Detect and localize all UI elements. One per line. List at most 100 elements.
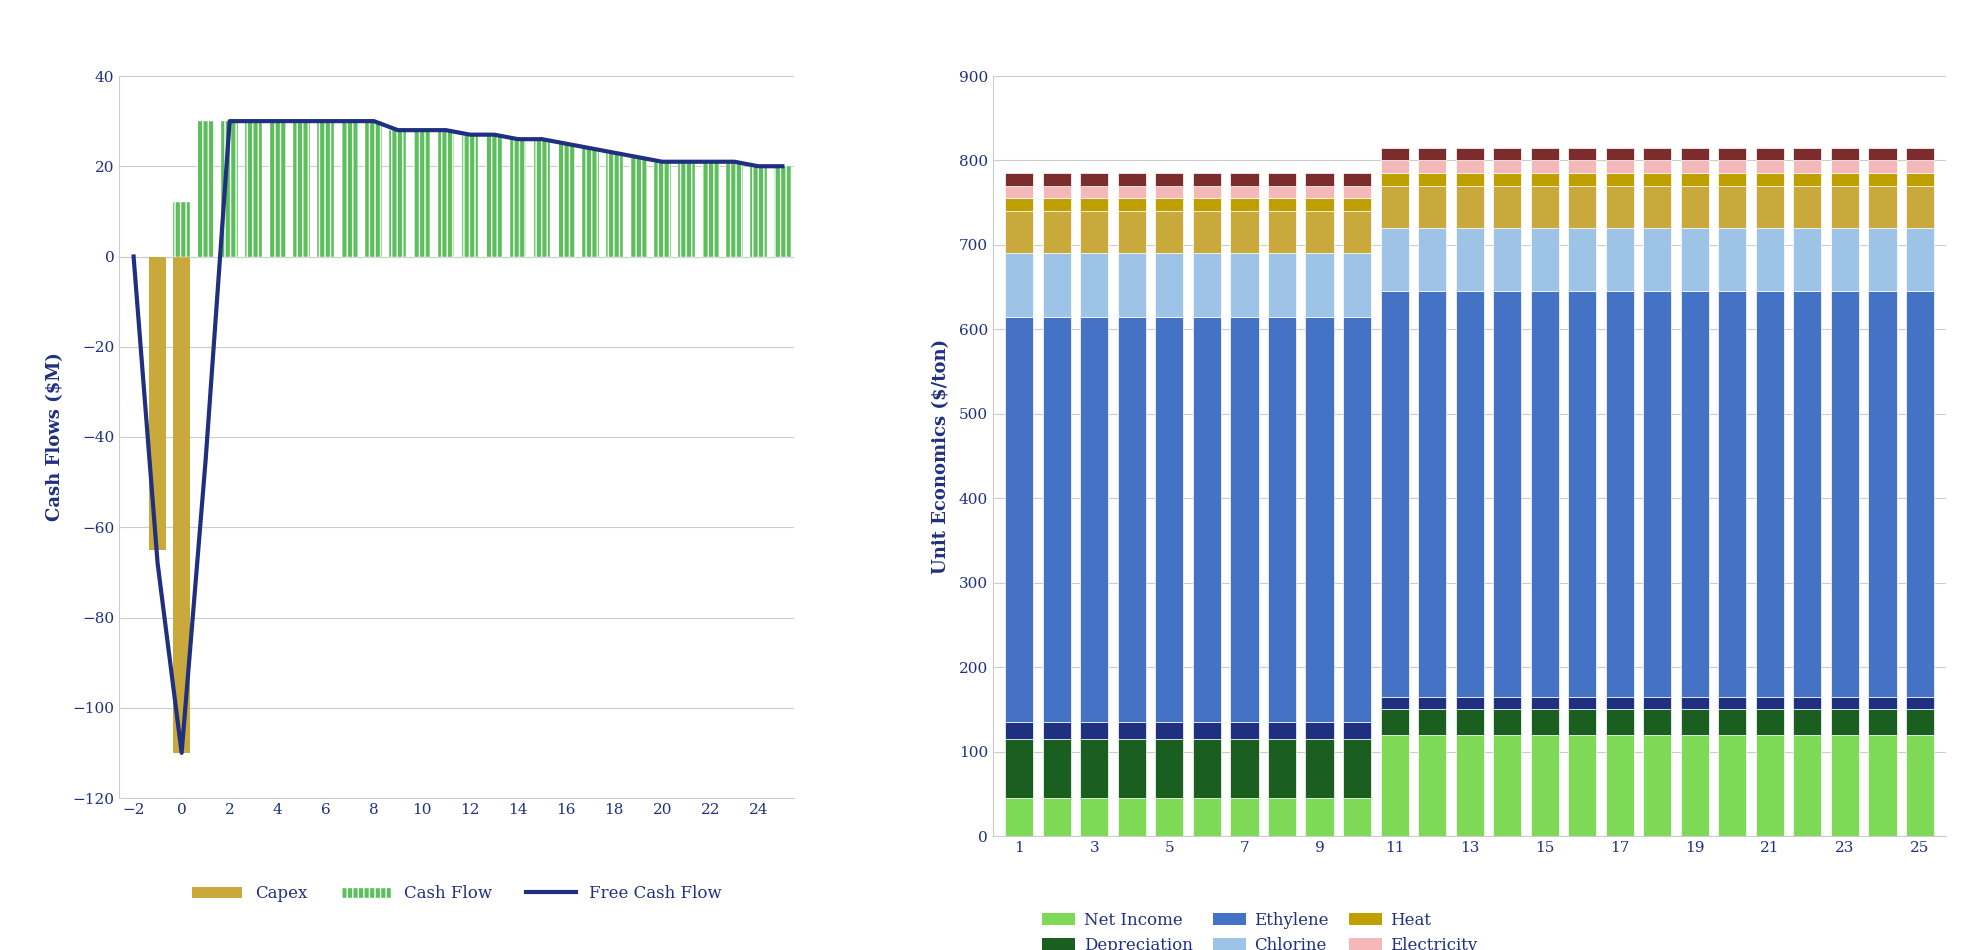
- Bar: [1156, 173, 1184, 186]
- Bar: [1043, 199, 1070, 211]
- Bar: [1756, 186, 1783, 228]
- Bar: [1642, 186, 1672, 228]
- Bar: [1607, 734, 1634, 836]
- Bar: [1080, 254, 1108, 316]
- Bar: [1418, 734, 1446, 836]
- Bar: [1642, 734, 1672, 836]
- Bar: [1831, 696, 1859, 710]
- Bar: [1005, 186, 1033, 199]
- Bar: [1118, 173, 1146, 186]
- Bar: [1118, 254, 1146, 316]
- Bar: [1680, 173, 1708, 186]
- Bar: [1005, 173, 1033, 186]
- Bar: [1231, 173, 1259, 186]
- Bar: [1080, 199, 1108, 211]
- Bar: [1231, 316, 1259, 722]
- Bar: [1118, 211, 1146, 254]
- Bar: [1642, 696, 1672, 710]
- Bar: [751, 166, 767, 256]
- Bar: [173, 256, 191, 752]
- Bar: [1607, 161, 1634, 173]
- Bar: [1267, 722, 1297, 739]
- Bar: [1793, 148, 1821, 161]
- Bar: [1642, 161, 1672, 173]
- Bar: [1194, 316, 1221, 722]
- Bar: [1531, 173, 1559, 186]
- Bar: [1718, 228, 1746, 292]
- Bar: [1118, 316, 1146, 722]
- Bar: [1831, 186, 1859, 228]
- Bar: [1231, 211, 1259, 254]
- Bar: [1456, 292, 1484, 696]
- Bar: [1756, 710, 1783, 734]
- Bar: [1642, 148, 1672, 161]
- Bar: [1305, 316, 1333, 722]
- Bar: [1194, 211, 1221, 254]
- Bar: [1680, 186, 1708, 228]
- Bar: [1267, 186, 1297, 199]
- Bar: [1305, 186, 1333, 199]
- Bar: [270, 122, 286, 256]
- Bar: [1907, 148, 1934, 161]
- Bar: [1569, 173, 1597, 186]
- Bar: [510, 139, 526, 256]
- Bar: [1718, 696, 1746, 710]
- Bar: [775, 166, 790, 256]
- Bar: [1569, 148, 1597, 161]
- Bar: [1793, 161, 1821, 173]
- Bar: [1493, 696, 1521, 710]
- Bar: [1607, 173, 1634, 186]
- Bar: [1380, 734, 1408, 836]
- Bar: [1043, 254, 1070, 316]
- Bar: [1680, 228, 1708, 292]
- Bar: [1231, 199, 1259, 211]
- Bar: [365, 122, 381, 256]
- Bar: [1343, 739, 1370, 798]
- Bar: [389, 130, 407, 256]
- Bar: [1607, 186, 1634, 228]
- Bar: [1680, 696, 1708, 710]
- Bar: [1569, 292, 1597, 696]
- Bar: [1493, 186, 1521, 228]
- Bar: [1194, 798, 1221, 836]
- Y-axis label: Cash Flows ($M): Cash Flows ($M): [46, 352, 64, 522]
- Bar: [1305, 722, 1333, 739]
- Bar: [1043, 316, 1070, 722]
- Bar: [1156, 739, 1184, 798]
- Bar: [1718, 292, 1746, 696]
- Bar: [1569, 710, 1597, 734]
- Bar: [1793, 292, 1821, 696]
- Bar: [1569, 734, 1597, 836]
- Bar: [1343, 722, 1370, 739]
- Bar: [1642, 228, 1672, 292]
- Bar: [1194, 186, 1221, 199]
- Legend: Net Income, Depreciation, Tax, Ethylene, Chlorine, O&M, Heat, Electricity, CO₂: Net Income, Depreciation, Tax, Ethylene,…: [1035, 905, 1484, 950]
- Bar: [1267, 316, 1297, 722]
- Bar: [1607, 228, 1634, 292]
- Bar: [1718, 161, 1746, 173]
- Bar: [1380, 148, 1408, 161]
- Bar: [1005, 798, 1033, 836]
- Bar: [1343, 254, 1370, 316]
- Bar: [1907, 228, 1934, 292]
- Bar: [1231, 722, 1259, 739]
- Bar: [1642, 292, 1672, 696]
- Bar: [1456, 734, 1484, 836]
- Bar: [318, 122, 334, 256]
- Bar: [1080, 722, 1108, 739]
- Bar: [1305, 798, 1333, 836]
- Bar: [1156, 254, 1184, 316]
- Bar: [1267, 173, 1297, 186]
- Bar: [1080, 211, 1108, 254]
- Bar: [1418, 148, 1446, 161]
- Bar: [1869, 228, 1897, 292]
- Bar: [1756, 161, 1783, 173]
- Bar: [701, 162, 719, 256]
- Bar: [1831, 292, 1859, 696]
- Bar: [1267, 254, 1297, 316]
- Bar: [1305, 739, 1333, 798]
- Bar: [1531, 734, 1559, 836]
- Bar: [534, 139, 550, 256]
- Bar: [173, 202, 191, 256]
- Bar: [1118, 798, 1146, 836]
